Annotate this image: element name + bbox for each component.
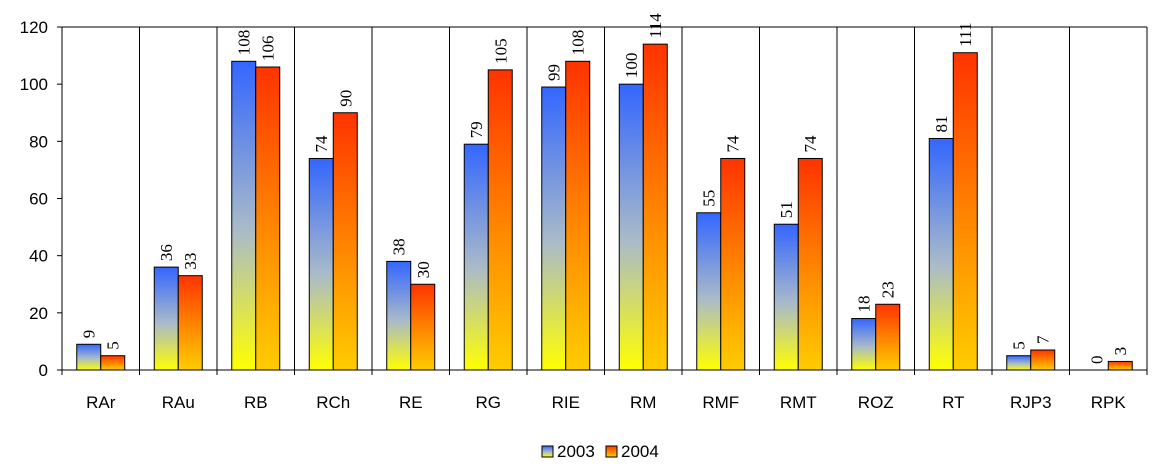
x-tick-label: RB [244,393,268,412]
x-tick-label: RMF [702,393,739,412]
legend-label: 2003 [557,442,595,461]
bar-2003 [541,86,567,371]
bar-2004 [1107,360,1133,371]
data-label: 36 [157,244,176,261]
y-tick-label: 20 [29,304,48,323]
legend-label: 2004 [621,442,659,461]
legend: 2003 2004 [541,442,659,461]
bar-2004 [875,303,901,371]
data-label: 100 [622,53,641,79]
x-tick-label: RIE [552,393,580,412]
bar-2004 [1030,349,1056,371]
bar-2004 [410,283,436,371]
bar-2003 [463,143,489,371]
data-label: 90 [336,90,355,107]
bar-2003 [928,137,954,371]
legend-swatch [541,445,554,458]
data-label: 3 [1111,347,1130,356]
data-label: 38 [390,238,409,255]
y-tick-label: 0 [39,361,48,380]
bar-2004 [100,355,126,371]
data-label: 55 [700,190,719,207]
data-label: 0 [1087,356,1106,365]
bar-2003 [618,83,644,371]
data-label: 81 [932,115,951,132]
data-label: 99 [545,64,564,81]
data-labels: 9 36 108 74 38 79 99 100 55 51 18 81 5 0 5 33 106 90 30 105… [80,13,1131,364]
x-tick-label: RE [399,393,423,412]
data-label: 9 [80,330,99,339]
x-tick-label: RM [630,393,656,412]
data-label: 5 [104,341,123,350]
data-label: 30 [414,261,433,278]
data-label: 51 [777,201,796,218]
x-tick-label: ROZ [858,393,894,412]
x-tick-label: RAr [86,393,116,412]
data-label: 108 [235,30,254,56]
data-label: 108 [569,30,588,56]
bar-2004 [952,52,978,371]
data-label: 111 [956,22,975,46]
bar-2004 [487,69,513,371]
plot-area [62,26,1148,370]
data-label: 23 [879,281,898,298]
data-label: 18 [855,296,874,313]
bar-2003 [231,60,257,371]
bar-2004 [255,66,281,371]
y-tick-label: 40 [29,247,48,266]
x-tick-label: RG [476,393,502,412]
data-label: 79 [467,121,486,138]
bars [76,43,1133,371]
y-axis: 0 20 40 60 80 100 120 [20,18,63,380]
y-tick-label: 120 [20,18,48,37]
x-axis: RAr RAu RB RCh RE RG RIE RM RMF RMT ROZ RT RJP3 RPK [61,369,1148,412]
bar-2004 [642,43,668,371]
data-label: 33 [181,253,200,270]
x-tick-label: RAu [162,393,195,412]
data-label: 105 [491,38,510,64]
bar-2004 [332,112,358,371]
x-tick-label: RT [942,393,964,412]
bar-2003 [1006,355,1032,371]
y-tick-label: 100 [20,75,48,94]
legend-swatch [605,445,618,458]
bar-2003 [153,266,179,371]
x-tick-label: RMT [780,393,817,412]
x-tick-label: RJP3 [1010,393,1052,412]
bar-2004 [797,157,823,371]
data-label: 5 [1010,341,1029,350]
bar-2004 [720,157,746,371]
data-label: 74 [801,135,820,153]
bar-2004 [177,275,203,371]
data-label: 114 [646,13,665,38]
bar-2003 [773,223,799,371]
data-label: 106 [259,36,278,62]
bar-2003 [851,318,877,371]
bar-2003 [308,157,334,371]
y-tick-label: 80 [29,132,48,151]
bar-2003 [76,343,102,371]
bar-2004 [565,60,591,371]
data-label: 74 [724,135,743,153]
x-tick-label: RPK [1091,393,1127,412]
y-tick-label: 60 [29,190,48,209]
bar-2003 [696,212,722,371]
x-tick-label: RCh [316,393,350,412]
bar-2003 [386,260,412,371]
data-label: 74 [312,135,331,153]
data-label: 7 [1034,335,1053,344]
